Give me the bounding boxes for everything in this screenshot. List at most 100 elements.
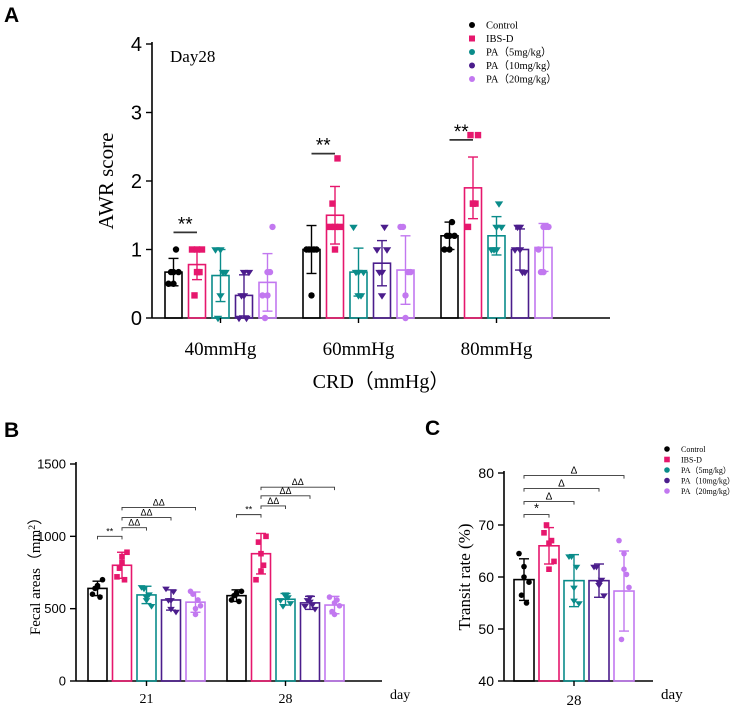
- data-point: [441, 246, 448, 253]
- y-axis-label: AWR score: [94, 133, 118, 230]
- data-point: [116, 565, 123, 571]
- data-point: [119, 553, 125, 560]
- data-point: [349, 224, 358, 232]
- data-point: [216, 293, 225, 300]
- data-point: [165, 280, 172, 287]
- data-point: [306, 599, 314, 606]
- data-point: [380, 224, 389, 232]
- data-point: [196, 268, 203, 276]
- x-tick-label-21: 21: [140, 692, 154, 707]
- data-point: [172, 246, 180, 253]
- data-point: [124, 549, 130, 556]
- data-point: [570, 585, 578, 592]
- significance-label: *: [534, 501, 539, 516]
- significance-label: ΔΔ: [153, 497, 165, 507]
- data-point: [238, 588, 245, 595]
- data-point: [331, 246, 339, 253]
- data-point: [197, 602, 204, 609]
- significance-bracket: [260, 486, 335, 491]
- data-point: [311, 606, 319, 613]
- data-point: [188, 246, 196, 253]
- data-point: [372, 247, 382, 254]
- legend-marker-control: [664, 446, 670, 452]
- significance-label: Δ: [558, 479, 565, 490]
- significance-label: Δ: [546, 492, 553, 503]
- data-point: [193, 246, 201, 253]
- data-point: [216, 247, 225, 254]
- y-axis-label: Transit rate (%): [455, 523, 474, 630]
- y-tick-label: 500: [44, 601, 66, 616]
- data-point: [336, 602, 343, 609]
- legend-label-pa-20mg-kg: PA（20mg/kg）: [486, 74, 557, 86]
- data-point: [464, 223, 472, 231]
- data-point: [377, 293, 387, 300]
- significance-label: **: [316, 136, 331, 157]
- significance-bracket: [97, 535, 123, 540]
- data-point: [239, 269, 249, 277]
- y-tick-label: 50: [478, 621, 494, 637]
- legend-marker-pa-10mg-kg: [469, 62, 475, 69]
- significance-label: ΔΔ: [140, 508, 152, 518]
- data-point: [521, 574, 527, 580]
- data-point: [621, 550, 627, 557]
- legend-label-pa-5mg-kg: PA（5mg/kg）: [681, 466, 731, 475]
- data-point: [489, 247, 499, 254]
- data-point: [523, 600, 530, 606]
- data-point: [266, 268, 274, 276]
- legend-marker-pa-20mg-kg: [664, 488, 670, 494]
- data-point: [518, 592, 525, 598]
- bar-pa-5mg-kg-21: [136, 594, 157, 682]
- x-axis-label: day: [661, 687, 683, 703]
- data-point: [259, 292, 266, 299]
- panel-letter-b: B: [4, 419, 19, 442]
- data-point: [279, 603, 287, 610]
- data-point: [492, 224, 501, 232]
- significance-label: Δ: [571, 466, 578, 477]
- data-point: [616, 537, 622, 544]
- data-point: [621, 566, 627, 572]
- data-point: [326, 594, 333, 600]
- data-point: [469, 200, 477, 207]
- x-tick-label-60mmhg: 60mmHg: [323, 339, 395, 360]
- data-point: [329, 200, 336, 207]
- significance-label: ΔΔ: [267, 496, 279, 506]
- data-point: [515, 224, 525, 232]
- data-point: [515, 247, 525, 254]
- data-point: [263, 533, 269, 540]
- bar-control-28: [226, 594, 247, 682]
- y-tick-label: 0: [59, 674, 66, 689]
- data-point: [140, 586, 148, 593]
- data-point: [540, 268, 547, 276]
- x-axis-label: CRD（mmHg）: [313, 370, 450, 393]
- legend-label-ibs-d: IBS-D: [486, 34, 514, 45]
- significance-bracket: [121, 527, 147, 531]
- data-point: [331, 600, 338, 606]
- y-tick-label: 1500: [37, 457, 66, 472]
- data-point: [260, 562, 267, 569]
- data-point: [623, 571, 630, 578]
- data-point: [198, 246, 206, 253]
- legend-label-pa-5mg-kg: PA（5mg/kg）: [486, 47, 552, 59]
- y-tick-label: 3: [131, 103, 142, 125]
- data-point: [242, 315, 251, 323]
- significance-label: ΔΔ: [279, 486, 291, 496]
- y-tick-label: 0: [131, 308, 142, 330]
- data-point: [172, 609, 180, 616]
- y-tick-label: 2: [131, 171, 142, 193]
- legend-label-pa-20mg-kg: PA（20mg/kg）: [681, 487, 735, 496]
- x-tick-label-80mmhg: 80mmHg: [461, 339, 533, 360]
- data-point: [237, 293, 246, 300]
- data-point: [543, 522, 550, 528]
- data-point: [121, 576, 128, 583]
- y-axis-label: Fecal areas（mm2）: [27, 510, 45, 635]
- data-point: [336, 223, 344, 231]
- data-point: [94, 582, 101, 589]
- data-point: [354, 293, 363, 300]
- data-point: [326, 223, 334, 231]
- data-point: [575, 601, 583, 607]
- data-point: [142, 595, 151, 601]
- data-point: [276, 598, 285, 604]
- data-point: [618, 636, 625, 643]
- data-point: [399, 223, 407, 231]
- bar-pa-5mg-kg-28: [275, 598, 296, 682]
